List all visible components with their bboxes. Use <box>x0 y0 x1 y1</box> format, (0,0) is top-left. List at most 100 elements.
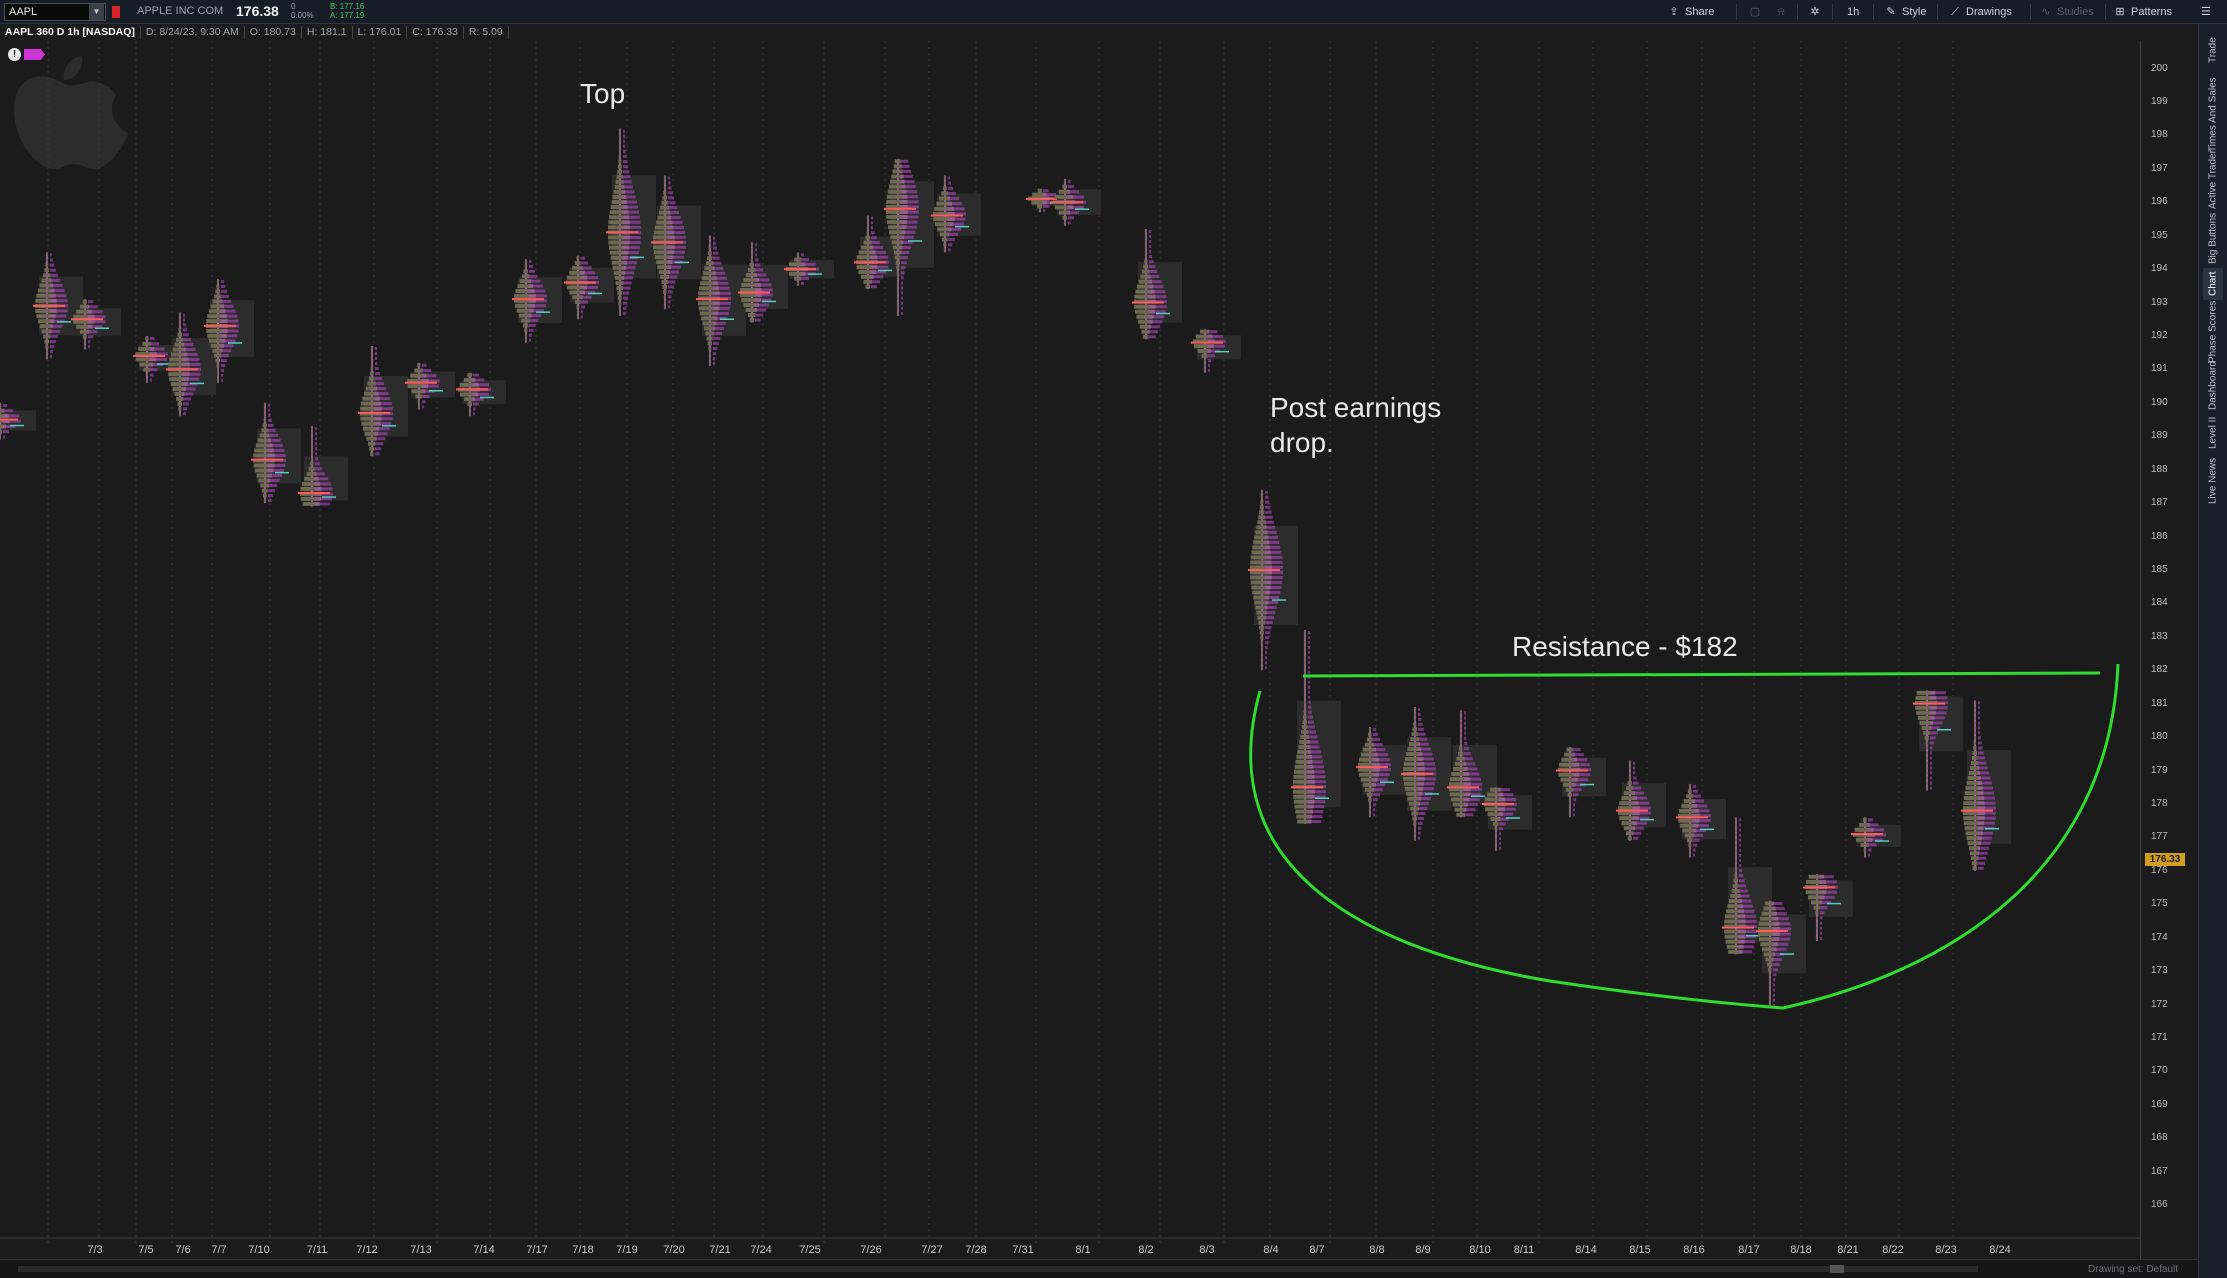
side-tab-phase-scores[interactable]: Phase Scores <box>2207 300 2219 364</box>
settings-button[interactable]: ✲ <box>1809 3 1821 21</box>
volume-profile[interactable] <box>1556 747 1606 818</box>
price-tick-label: 194 <box>2151 263 2168 275</box>
tpo-bar <box>901 296 903 300</box>
tpo-bar <box>1149 260 1154 264</box>
volume-bar <box>1734 828 1737 833</box>
style-button[interactable]: ✎ Style <box>1885 3 1926 21</box>
volume-profile[interactable] <box>1291 630 1341 825</box>
volume-profile[interactable] <box>1051 178 1101 226</box>
rounding-bottom-curve[interactable] <box>1249 663 2120 1010</box>
volume-bar <box>617 164 622 169</box>
symbol-input[interactable]: AAPL <box>4 3 106 21</box>
volume-profile[interactable] <box>931 175 981 253</box>
side-tab-active-trader[interactable]: Active Trader <box>2207 150 2219 210</box>
side-tab-times-and-sales[interactable]: Times And Sales <box>2207 77 2219 153</box>
volume-profile[interactable] <box>0 402 36 440</box>
tpo-bar <box>901 281 903 285</box>
volume-bar <box>263 413 266 418</box>
info-icon[interactable]: ! <box>8 48 21 61</box>
tpo-bar <box>581 276 599 280</box>
price-axis[interactable]: 166 167 168 169 170 171 172 173 174 175 176 177 178 1… <box>2140 41 2198 1259</box>
annotation-drop[interactable]: drop. <box>1270 427 1334 458</box>
tpo-bar <box>150 368 158 372</box>
tpo-bar <box>50 355 52 359</box>
volume-profile[interactable] <box>1851 817 1901 858</box>
side-tab-dashboard[interactable]: Dashboard <box>2207 361 2219 411</box>
timeframe-button[interactable]: 1h <box>1847 3 1859 21</box>
side-tab-live-news[interactable]: Live News <box>2207 457 2219 505</box>
tpo-bar <box>1418 811 1426 815</box>
volume-profile[interactable] <box>71 299 121 350</box>
volume-profile[interactable] <box>166 312 216 417</box>
volume-profile[interactable] <box>204 279 254 383</box>
volume-profile[interactable] <box>298 426 348 507</box>
volume-profile[interactable] <box>1803 874 1853 942</box>
volume-profile[interactable] <box>1756 900 1806 1008</box>
flag-icon[interactable] <box>24 49 45 60</box>
scroll-track[interactable] <box>18 1266 1978 1272</box>
volume-profile[interactable] <box>1248 489 1298 671</box>
chart-scrollbar[interactable]: Drawing set: Default <box>0 1259 2198 1278</box>
annotation-resistance[interactable]: Resistance - $182 <box>1512 631 1738 662</box>
drawings-button[interactable]: ⟋ Drawings <box>1949 3 2012 21</box>
volume-profile[interactable] <box>884 158 934 316</box>
tpo-bar <box>1739 843 1741 847</box>
resistance-line[interactable] <box>1302 671 2101 678</box>
volume-profile[interactable] <box>405 362 455 410</box>
volume-bar <box>1459 715 1462 720</box>
volume-bar <box>1134 294 1156 299</box>
volume-profile[interactable] <box>1961 700 2011 871</box>
volume-profile[interactable] <box>1482 787 1532 851</box>
bar-low: L: 176.01 <box>353 26 408 39</box>
volume-profile[interactable] <box>564 255 614 320</box>
menu-button[interactable]: ☰ <box>2200 3 2212 21</box>
annotation-top[interactable]: Top <box>580 78 626 109</box>
volume-profile[interactable] <box>456 372 506 417</box>
share-button[interactable]: ⇪ Share <box>1668 3 1714 21</box>
volume-profile[interactable] <box>1913 690 1963 791</box>
drawing-set-label[interactable]: Drawing set: Default <box>2088 1264 2179 1275</box>
annotation-post-earnings[interactable]: Post earnings <box>1270 392 1442 423</box>
volume-profile[interactable] <box>1356 727 1406 818</box>
side-tab-level-ii[interactable]: Level II <box>2207 416 2219 450</box>
symbol-dropdown-icon[interactable]: ▼ <box>89 4 104 20</box>
volume-profile[interactable] <box>1191 329 1241 373</box>
tpo-bar <box>221 368 224 372</box>
volume-profile[interactable] <box>1616 760 1666 841</box>
user-drawings[interactable] <box>1249 663 2120 1010</box>
volume-bar <box>172 387 186 392</box>
tpo-bar <box>315 472 326 476</box>
tpo-bar <box>1739 833 1741 837</box>
volume-profile[interactable] <box>251 402 301 504</box>
studies-button[interactable]: ∿ Studies <box>2040 3 2093 21</box>
volume-bar <box>263 403 266 408</box>
tpo-bar <box>668 221 683 225</box>
scroll-thumb[interactable] <box>1830 1265 1844 1273</box>
tpo-bar <box>1978 786 1994 790</box>
volume-profile[interactable] <box>606 128 656 316</box>
patterns-button[interactable]: ⊞ Patterns <box>2114 3 2172 21</box>
volume-profile[interactable] <box>1676 783 1726 858</box>
volume-profile[interactable] <box>1132 228 1182 340</box>
volume-profile[interactable] <box>1401 707 1451 841</box>
volume-bar <box>1971 861 1978 866</box>
volume-bar <box>1490 787 1501 792</box>
alert-button[interactable]: ⍾ <box>1775 3 1787 21</box>
volume-profile[interactable] <box>651 175 701 310</box>
volume-profile[interactable] <box>358 345 408 457</box>
volume-bar <box>1686 794 1694 799</box>
grid-button[interactable]: ▢ <box>1749 3 1761 21</box>
volume-profile[interactable] <box>1722 817 1772 955</box>
volume-profile[interactable] <box>696 235 746 367</box>
tpo-bar <box>668 275 678 279</box>
price-tick-label: 183 <box>2151 630 2168 642</box>
volume-profile[interactable] <box>738 242 788 323</box>
side-tab-big-buttons[interactable]: Big Buttons <box>2207 212 2219 264</box>
symbol-flag-icon[interactable] <box>112 6 120 18</box>
volume-profile[interactable] <box>512 259 562 343</box>
side-tab-trade[interactable]: Trade <box>2207 37 2219 63</box>
price-chart[interactable] <box>0 41 2140 1244</box>
volume-profile[interactable] <box>33 252 83 360</box>
side-tab-chart[interactable]: Chart <box>2203 268 2223 300</box>
volume-profile[interactable] <box>784 252 834 286</box>
